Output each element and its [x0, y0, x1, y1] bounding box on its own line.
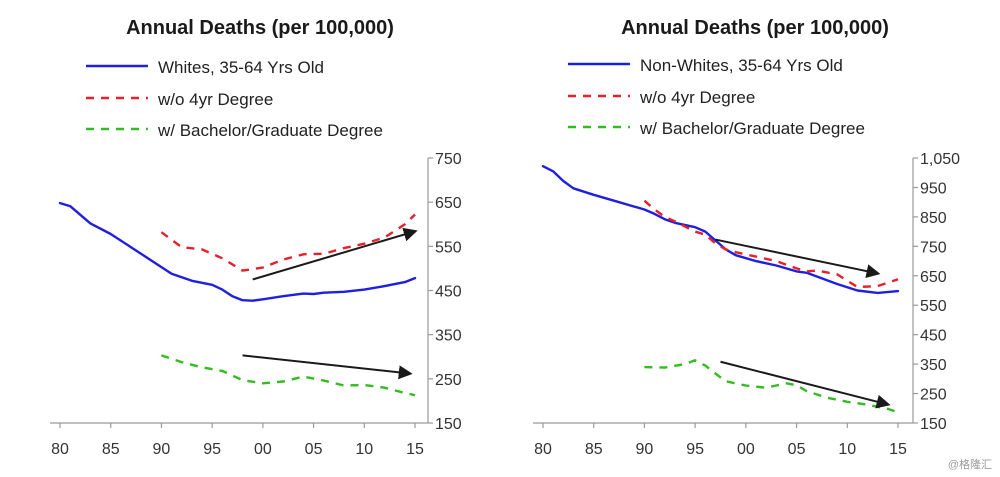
right-y-tick-label: 150 [920, 416, 947, 433]
right-series-line-2 [644, 359, 899, 414]
right-y-tick-label: 1,050 [920, 151, 960, 168]
left-y-tick-label: 150 [435, 416, 462, 433]
right-chart-title: Annual Deaths (per 100,000) [621, 17, 889, 39]
left-chart-title: Annual Deaths (per 100,000) [126, 17, 394, 39]
right-y-tick-label: 850 [920, 210, 947, 227]
right-y-tick-label: 250 [920, 387, 947, 404]
left-y-tick-label: 350 [435, 328, 462, 345]
right-legend-label-2: w/ Bachelor/Graduate Degree [639, 119, 865, 138]
right-y-tick-label: 650 [920, 269, 947, 286]
right-trend-arrow-0 [715, 238, 881, 278]
right-series-line-1 [643, 199, 899, 289]
left-series-line-2 [161, 354, 416, 397]
right-y-tick-label: 750 [920, 239, 947, 256]
right-trend-arrow-1 [720, 360, 891, 409]
left-series-line-0 [58, 201, 417, 302]
left-x-tick-label: 85 [102, 441, 120, 458]
left-chart-panel: Annual Deaths (per 100,000) Whites, 35-6… [50, 17, 462, 458]
right-chart-panel: Annual Deaths (per 100,000) Non-Whites, … [533, 17, 960, 458]
right-plot-area: 80 85 90 95 00 05 10 15 150 250 350 450 550 650 750 850… [533, 151, 960, 458]
left-trend-arrow-1 [242, 354, 413, 380]
left-legend-label-1: w/o 4yr Degree [157, 90, 273, 109]
right-x-tick-label: 85 [585, 441, 603, 458]
right-y-tick-label: 450 [920, 328, 947, 345]
left-trend-arrow-0 [252, 227, 418, 281]
right-legend-label-1: w/o 4yr Degree [639, 88, 755, 107]
left-legend-label-2: w/ Bachelor/Graduate Degree [157, 121, 383, 140]
left-legend: Whites, 35-64 Yrs Old w/o 4yr Degree w/ … [86, 58, 383, 140]
left-y-tick-label: 450 [435, 284, 462, 301]
right-series-line-0 [541, 164, 900, 295]
left-x-tick-label: 05 [305, 441, 323, 458]
left-x-tick-label: 90 [153, 441, 171, 458]
right-legend-label-0: Non-Whites, 35-64 Yrs Old [640, 56, 843, 75]
left-x-tick-label: 10 [355, 441, 373, 458]
left-series-line-1 [160, 213, 416, 272]
right-legend: Non-Whites, 35-64 Yrs Old w/o 4yr Degree… [568, 56, 865, 138]
left-y-tick-label: 750 [435, 151, 462, 168]
watermark-text: @格隆汇 [948, 457, 992, 471]
left-y-tick-label: 650 [435, 195, 462, 212]
right-x-tick-label: 80 [534, 441, 552, 458]
right-x-tick-label: 90 [636, 441, 654, 458]
right-y-tick-label: 550 [920, 298, 947, 315]
left-x-tick-label: 80 [51, 441, 69, 458]
left-legend-label-0: Whites, 35-64 Yrs Old [158, 58, 324, 77]
right-x-tick-label: 05 [788, 441, 806, 458]
right-x-tick-label: 00 [737, 441, 755, 458]
left-y-tick-label: 550 [435, 239, 462, 256]
right-x-tick-label: 10 [838, 441, 856, 458]
right-x-tick-label: 15 [889, 441, 907, 458]
left-x-tick-label: 00 [254, 441, 272, 458]
left-plot-area: 80 85 90 95 00 05 10 15 150 250 350 450 550 650 750 [50, 151, 462, 458]
left-x-tick-label: 95 [203, 441, 221, 458]
left-x-tick-label: 15 [406, 441, 424, 458]
right-y-tick-label: 950 [920, 180, 947, 197]
left-y-tick-label: 250 [435, 372, 462, 389]
right-y-tick-label: 350 [920, 357, 947, 374]
right-x-tick-label: 95 [686, 441, 704, 458]
